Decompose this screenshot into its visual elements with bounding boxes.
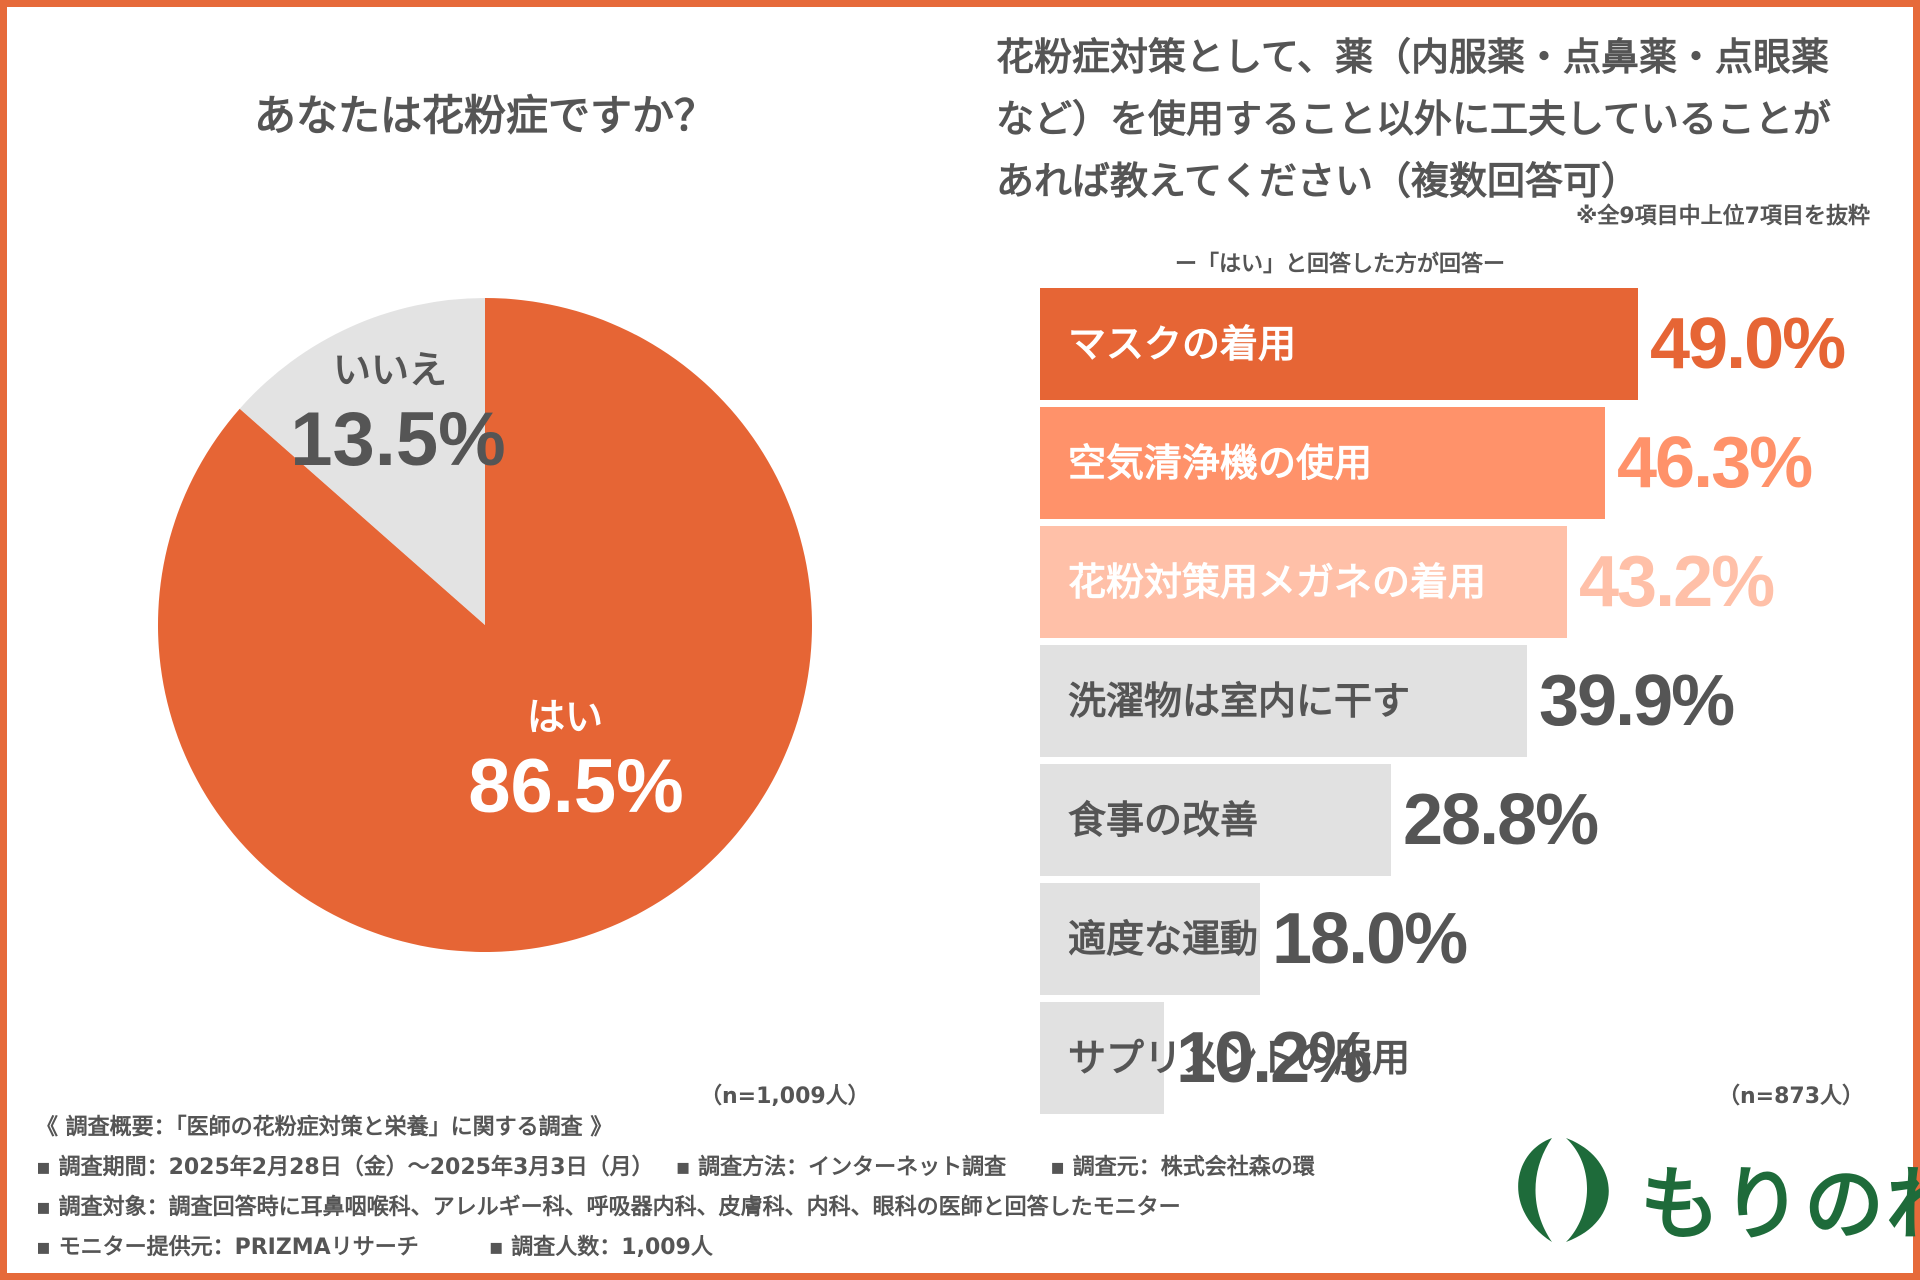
survey-line-4: ▪ モニター提供元：PRIZMAリサーチ ▪ 調査人数：1,009人: [36, 1228, 1315, 1268]
bar-label-2: 空気清浄機の使用: [1068, 441, 1373, 485]
survey-source: ▪ 調査元：株式会社森の環: [1050, 1155, 1315, 1180]
pie-sample-size: （n=1,009人）: [700, 1084, 870, 1109]
bar-chart-title-line-1: 花粉症対策として、薬（内服薬・点鼻薬・点眼薬: [996, 35, 1829, 79]
bar-label-1: マスクの着用: [1068, 322, 1297, 366]
bar-chart-title-line-2: など）を使用すること以外に工夫していることが: [996, 97, 1831, 141]
survey-target: ▪ 調査対象：調査回答時に耳鼻咽喉科、アレルギー科、呼吸器内科、皮膚科、内科、眼…: [36, 1195, 1181, 1220]
bar-value-7: 10.2%: [1176, 1018, 1372, 1098]
survey-heading: 《 調査概要：「医師の花粉症対策と栄養」に関する調査 》: [36, 1115, 613, 1140]
bar-value-6: 18.0%: [1272, 899, 1468, 979]
survey-provider: ▪ モニター提供元：PRIZMAリサーチ: [36, 1235, 419, 1260]
bar-6: 適度な運動 18.0%: [1040, 883, 1468, 995]
survey-summary: 《 調査概要：「医師の花粉症対策と栄養」に関する調査 》 ▪ 調査期間：2025…: [36, 1108, 1315, 1268]
pie-slice-yes: [157, 298, 812, 952]
morinowa-logo: もりのわ: [1500, 1130, 1920, 1251]
bar-sample-size: （n=873人）: [1718, 1084, 1865, 1109]
pie-chart-title: あなたは花粉症ですか？: [253, 91, 716, 140]
bar-label-6: 適度な運動: [1068, 917, 1259, 961]
pie-value-yes: 86.5%: [468, 744, 684, 829]
bar-2: 空気清浄機の使用 46.3%: [1040, 407, 1813, 519]
bar-4: 洗濯物は室内に干す 39.9%: [1040, 645, 1735, 757]
bar-label-5: 食事の改善: [1068, 798, 1259, 842]
pie-label-yes: はい: [527, 695, 603, 739]
pie-slice-no: [239, 298, 485, 625]
leaf-icon: [1518, 1138, 1609, 1242]
bar-7: サプリメントの服用 10.2%: [1040, 1002, 1410, 1114]
bar-value-1: 49.0%: [1650, 304, 1846, 384]
survey-count: ▪ 調査人数：1,009人: [488, 1235, 713, 1260]
bar-5: 食事の改善 28.8%: [1040, 764, 1599, 876]
bar-chart-title: 花粉症対策として、薬（内服薬・点鼻薬・点眼薬 など）を使用すること以外に工夫して…: [996, 26, 1896, 212]
bar-chart-title-line-3: あれば教えてください（複数回答可）: [996, 159, 1639, 203]
bar-chart-note: ※全9項目中上位7項目を抜粋: [1575, 204, 1870, 229]
survey-line-2: ▪ 調査期間：2025年2月28日（金）〜2025年3月3日（月） ▪ 調査方法：…: [36, 1148, 1315, 1188]
bar-label-7: サプリメントの服用: [1068, 1036, 1411, 1080]
bar-label-3: 花粉対策用メガネの着用: [1068, 560, 1487, 604]
survey-method: ▪ 調査方法：インターネット調査: [675, 1155, 1007, 1180]
bar-3: 花粉対策用メガネの着用 43.2%: [1040, 526, 1775, 638]
pie-label-no: いいえ: [333, 348, 447, 392]
bar-value-4: 39.9%: [1539, 661, 1735, 741]
bar-1: マスクの着用 49.0%: [1040, 288, 1846, 400]
logo-text: もりのわ: [1640, 1158, 1920, 1251]
bar-chart-subtitle: ー「はい」と回答した方が回答ー: [1174, 252, 1505, 277]
bar-value-5: 28.8%: [1403, 780, 1599, 860]
survey-period: ▪ 調査期間：2025年2月28日（金）〜2025年3月3日（月）: [36, 1155, 654, 1180]
bar-value-2: 46.3%: [1617, 423, 1813, 503]
bar-label-4: 洗濯物は室内に干す: [1068, 679, 1411, 723]
bar-value-3: 43.2%: [1579, 542, 1775, 622]
pie-value-no: 13.5%: [290, 397, 506, 482]
